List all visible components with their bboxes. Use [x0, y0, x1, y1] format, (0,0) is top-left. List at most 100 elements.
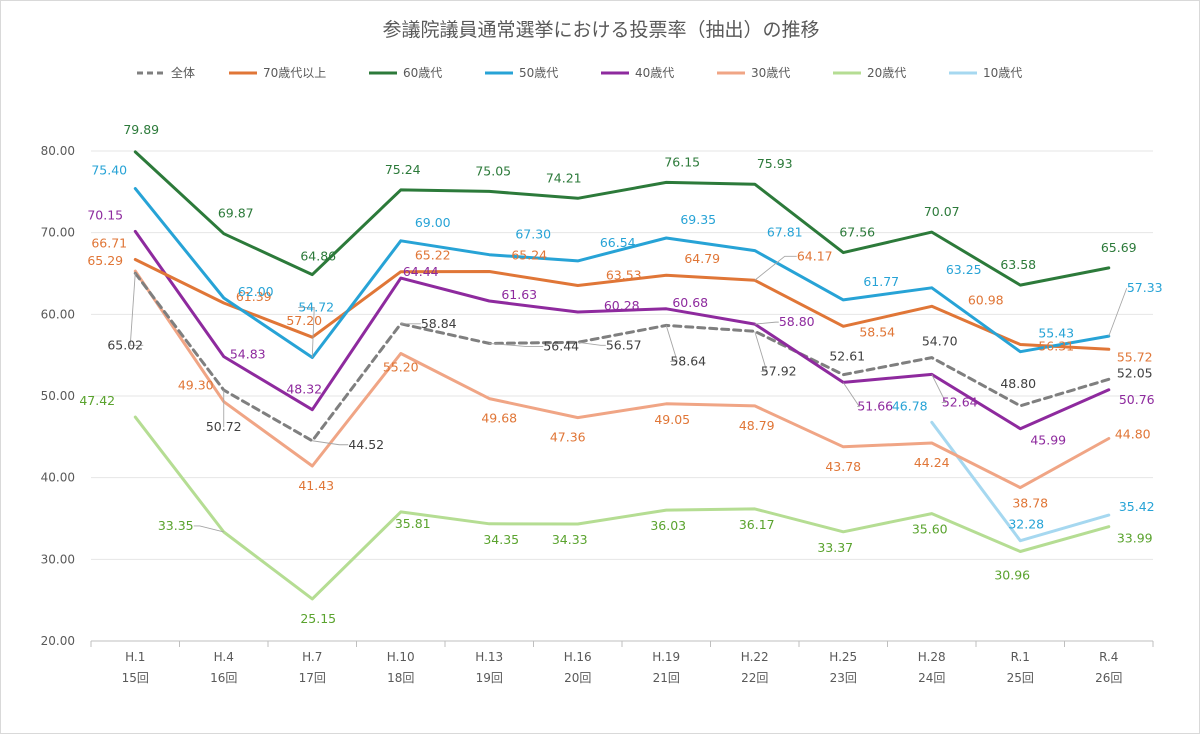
data-label-leader — [754, 321, 779, 325]
data-label-leader — [298, 307, 315, 358]
data-label: 74.21 — [546, 170, 582, 185]
data-label: 57.92 — [761, 363, 797, 378]
data-label: 63.53 — [606, 268, 642, 283]
data-label: 60.68 — [672, 295, 708, 310]
data-label: 43.78 — [825, 459, 861, 474]
chart-title: 参議院議員通常選挙における投票率（抽出）の推移 — [382, 19, 820, 41]
data-label: 52.05 — [1117, 365, 1153, 380]
data-label: 34.35 — [483, 532, 519, 547]
data-label: 36.03 — [650, 518, 686, 533]
series-line — [133, 150, 1111, 287]
data-label: 48.79 — [739, 418, 775, 433]
data-label: 50.72 — [206, 419, 242, 434]
data-label: 57.20 — [286, 313, 322, 328]
series-line — [133, 187, 1111, 359]
data-label: 79.89 — [123, 122, 159, 137]
data-label: 33.37 — [817, 540, 853, 555]
y-tick-label: 40.00 — [41, 471, 75, 485]
data-label: 58.54 — [859, 324, 895, 339]
legend-label: 10歳代 — [983, 66, 1022, 80]
series-line — [133, 415, 1111, 601]
x-tick-label: H.19 — [652, 650, 680, 664]
data-label: 54.70 — [922, 334, 958, 349]
data-label: 75.93 — [757, 156, 793, 171]
data-label: 48.32 — [286, 382, 322, 397]
x-tick-label: H.25 — [829, 650, 857, 664]
data-label-leader — [489, 342, 544, 347]
data-label: 58.80 — [779, 314, 815, 329]
data-label-leader — [931, 374, 947, 403]
data-label: 47.42 — [79, 393, 115, 408]
data-label: 36.17 — [739, 517, 775, 532]
data-label: 70.15 — [87, 207, 123, 222]
data-label: 60.98 — [968, 292, 1004, 307]
x-tick-label: H.22 — [741, 650, 769, 664]
data-label: 61.77 — [863, 274, 899, 289]
x-tick-label: H.16 — [564, 650, 592, 664]
data-label: 38.78 — [1012, 496, 1048, 511]
data-label: 35.42 — [1119, 499, 1155, 514]
data-label: 66.71 — [91, 236, 127, 251]
x-tick-sublabel: 15回 — [122, 671, 149, 685]
x-tick-label: R.4 — [1099, 650, 1118, 664]
data-label: 41.43 — [298, 478, 334, 493]
y-tick-label: 80.00 — [41, 144, 75, 158]
data-label: 75.40 — [91, 163, 127, 178]
data-label: 63.25 — [946, 262, 982, 277]
data-label: 35.81 — [395, 516, 431, 531]
data-label-leader — [129, 273, 144, 346]
data-label: 49.30 — [178, 378, 214, 393]
data-label: 56.57 — [606, 337, 642, 352]
x-tick-sublabel: 19回 — [476, 671, 503, 685]
legend-label: 60歳代 — [403, 66, 442, 80]
x-tick-sublabel: 18回 — [387, 671, 414, 685]
legend-label: 30歳代 — [751, 66, 790, 80]
x-tick-sublabel: 23回 — [830, 671, 857, 685]
data-label: 33.99 — [1117, 531, 1153, 546]
data-label: 58.64 — [670, 353, 706, 368]
data-label-leader — [193, 525, 224, 533]
data-label: 60.28 — [604, 298, 640, 313]
legend-label: 20歳代 — [867, 66, 906, 80]
data-label: 75.24 — [385, 162, 421, 177]
data-label: 46.78 — [892, 398, 928, 413]
data-label: 49.68 — [481, 411, 517, 426]
data-label: 64.86 — [300, 249, 336, 264]
data-label: 32.28 — [1008, 517, 1044, 532]
data-label: 65.22 — [415, 248, 451, 263]
legend-label: 70歳代以上 — [263, 66, 326, 80]
data-label: 30.96 — [994, 567, 1030, 582]
data-label: 34.33 — [552, 532, 588, 547]
data-label-leader — [754, 255, 797, 281]
y-tick-label: 20.00 — [41, 634, 75, 648]
x-tick-sublabel: 17回 — [299, 671, 326, 685]
data-label: 65.29 — [87, 253, 123, 268]
x-tick-sublabel: 24回 — [918, 671, 945, 685]
data-label: 45.99 — [1030, 433, 1066, 448]
x-tick-label: H.1 — [125, 650, 145, 664]
data-label: 64.17 — [797, 248, 833, 263]
data-label: 52.64 — [942, 394, 978, 409]
data-label: 35.60 — [912, 522, 948, 537]
data-label: 65.69 — [1101, 240, 1137, 255]
x-tick-sublabel: 21回 — [653, 671, 680, 685]
series-line — [133, 271, 1111, 443]
x-tick-sublabel: 22回 — [741, 671, 768, 685]
data-label: 50.76 — [1119, 392, 1155, 407]
data-label-leader — [842, 382, 861, 407]
data-label: 67.81 — [767, 225, 803, 240]
data-label: 55.43 — [1038, 326, 1074, 341]
data-label: 56.44 — [543, 338, 579, 353]
data-label: 62.00 — [238, 284, 274, 299]
data-label: 57.33 — [1127, 280, 1163, 295]
data-label-leader — [1108, 287, 1128, 337]
data-label: 64.79 — [684, 251, 720, 266]
data-label: 65.24 — [511, 248, 547, 263]
data-label: 47.36 — [550, 430, 586, 445]
data-label: 67.56 — [839, 225, 875, 240]
series-line — [133, 258, 1111, 351]
data-label: 75.05 — [475, 163, 511, 178]
series-line — [133, 269, 1111, 490]
data-label: 25.15 — [300, 611, 336, 626]
